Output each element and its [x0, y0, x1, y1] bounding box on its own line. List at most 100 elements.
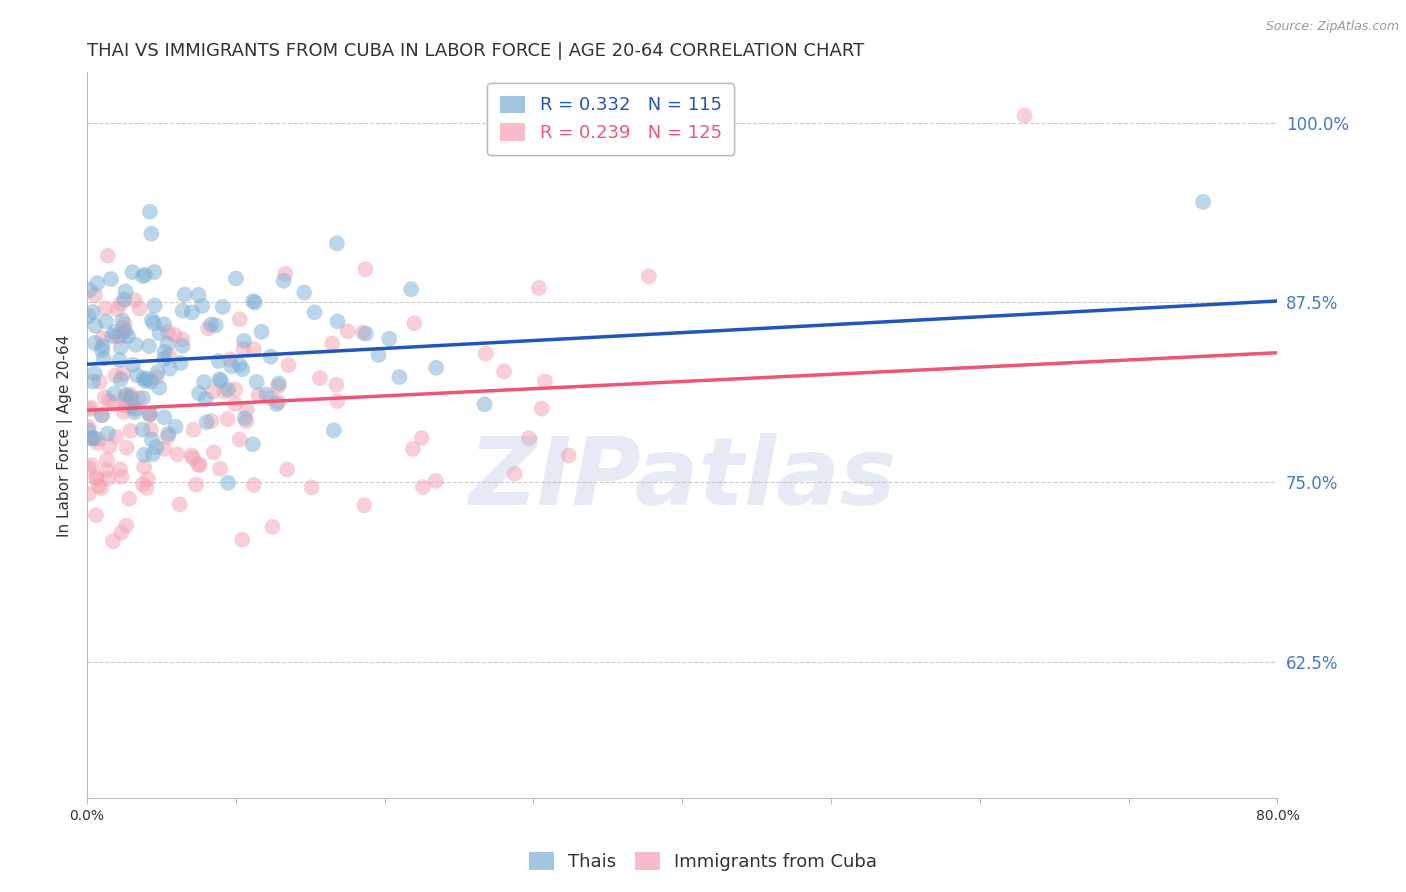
Point: [134, 448, 156, 462]
Point: [224, 397, 246, 411]
Point: [354, 326, 377, 341]
Point: [125, 368, 148, 383]
Point: [110, 340, 132, 354]
Point: [153, 318, 176, 332]
Point: [131, 423, 153, 437]
Point: [180, 448, 202, 462]
Point: [141, 227, 163, 241]
Point: [156, 325, 179, 339]
Point: [86, 432, 108, 446]
Text: ZIPatlas: ZIPatlas: [468, 433, 897, 525]
Point: [474, 397, 496, 411]
Point: [169, 497, 191, 511]
Point: [165, 420, 187, 434]
Point: [118, 491, 141, 506]
Text: THAI VS IMMIGRANTS FROM CUBA IN LABOR FORCE | AGE 20-64 CORRELATION CHART: THAI VS IMMIGRANTS FROM CUBA IN LABOR FO…: [87, 42, 865, 60]
Point: [558, 449, 581, 463]
Point: [232, 342, 254, 356]
Point: [326, 236, 349, 251]
Point: [139, 423, 162, 437]
Point: [148, 381, 170, 395]
Point: [79, 283, 101, 297]
Point: [411, 431, 433, 445]
Point: [183, 423, 205, 437]
Point: [172, 339, 194, 353]
Point: [153, 344, 176, 359]
Point: [412, 480, 434, 494]
Point: [101, 534, 124, 549]
Point: [188, 386, 211, 401]
Point: [98, 393, 121, 408]
Point: [494, 364, 516, 378]
Point: [135, 481, 157, 495]
Point: [134, 460, 156, 475]
Point: [503, 467, 526, 481]
Point: [217, 475, 239, 490]
Point: [107, 302, 129, 317]
Point: [139, 204, 162, 219]
Point: [267, 379, 290, 393]
Point: [132, 391, 155, 405]
Point: [143, 299, 166, 313]
Point: [80, 431, 103, 445]
Legend: R = 0.332   N = 115, R = 0.239   N = 125: R = 0.332 N = 115, R = 0.239 N = 125: [488, 83, 734, 155]
Point: [83, 431, 105, 445]
Point: [111, 325, 134, 339]
Point: [122, 358, 145, 372]
Point: [517, 431, 540, 445]
Point: [267, 395, 290, 409]
Point: [83, 367, 105, 381]
Point: [91, 339, 114, 353]
Point: [157, 349, 180, 363]
Point: [110, 525, 132, 540]
Point: [96, 463, 118, 477]
Point: [221, 359, 243, 374]
Point: [86, 277, 108, 291]
Point: [336, 324, 359, 338]
Point: [142, 316, 165, 330]
Point: [124, 293, 146, 307]
Point: [225, 271, 247, 285]
Point: [93, 351, 115, 366]
Point: [250, 325, 273, 339]
Point: [246, 375, 269, 389]
Point: [217, 412, 239, 426]
Point: [208, 372, 231, 386]
Point: [157, 426, 180, 441]
Point: [114, 325, 136, 339]
Point: [97, 471, 120, 485]
Point: [404, 316, 426, 330]
Point: [124, 401, 146, 416]
Point: [228, 358, 250, 372]
Point: [153, 410, 176, 425]
Point: [262, 520, 284, 534]
Point: [224, 383, 246, 397]
Point: [87, 479, 110, 493]
Point: [367, 348, 389, 362]
Point: [232, 334, 254, 348]
Point: [83, 335, 105, 350]
Point: [527, 281, 550, 295]
Point: [322, 423, 344, 437]
Point: [77, 423, 100, 437]
Point: [101, 329, 124, 343]
Point: [110, 469, 132, 483]
Point: [132, 268, 155, 283]
Point: [134, 374, 156, 388]
Point: [534, 375, 557, 389]
Point: [292, 285, 315, 300]
Point: [77, 487, 100, 501]
Point: [97, 249, 120, 263]
Point: [114, 393, 136, 408]
Point: [115, 518, 138, 533]
Point: [108, 353, 131, 368]
Point: [202, 445, 225, 459]
Point: [86, 436, 108, 450]
Point: [159, 361, 181, 376]
Point: [94, 391, 117, 405]
Point: [82, 305, 104, 319]
Point: [100, 272, 122, 286]
Point: [104, 325, 127, 339]
Point: [120, 391, 142, 405]
Point: [254, 387, 277, 401]
